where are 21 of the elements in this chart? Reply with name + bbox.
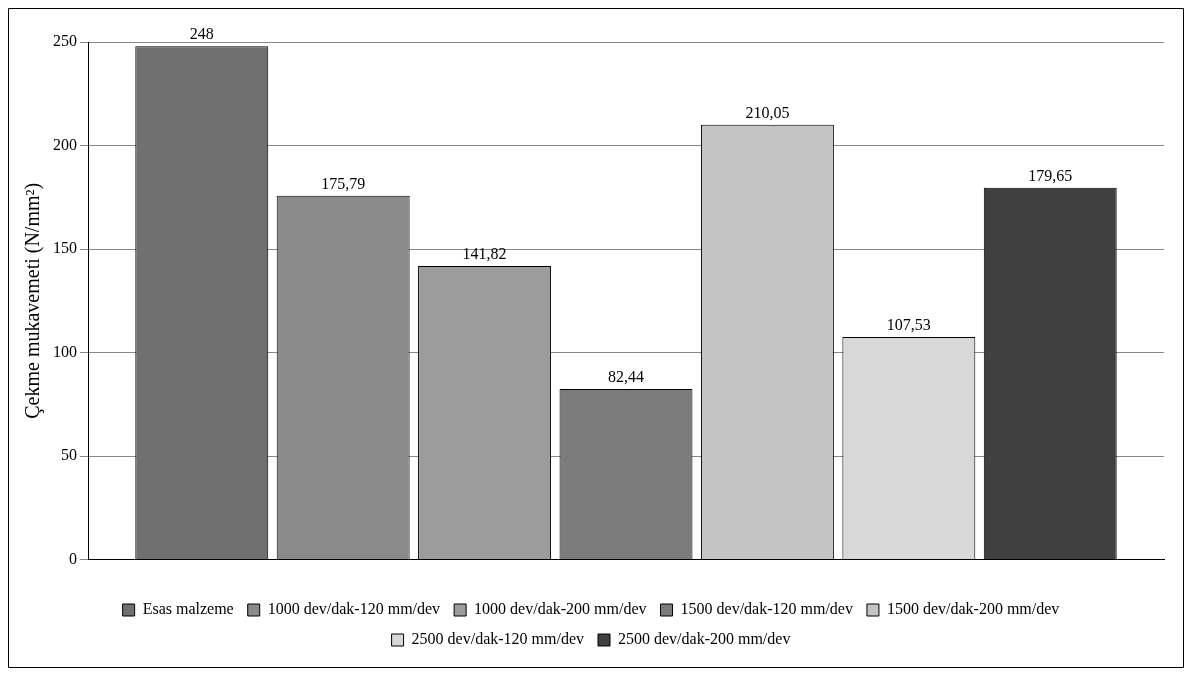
data-label: 179,65 xyxy=(1028,166,1073,184)
legend-label: 1500 dev/dak-120 mm/dev xyxy=(680,600,853,618)
y-tick-label: 250 xyxy=(53,32,77,50)
y-tick-label: 100 xyxy=(53,342,77,360)
legend-label: 1000 dev/dak-120 mm/dev xyxy=(267,600,441,618)
data-label: 141,82 xyxy=(462,245,507,263)
y-tick-label: 0 xyxy=(69,549,77,567)
y-axis-title: Çekme mukavemeti (N/mm²) xyxy=(21,182,45,419)
y-tick-label: 150 xyxy=(53,239,77,257)
data-label: 248 xyxy=(189,25,214,43)
data-label: 210,05 xyxy=(745,103,790,121)
data-label: 82,44 xyxy=(608,368,644,386)
legend-label: 1000 dev/dak-200 mm/dev xyxy=(474,600,647,618)
y-tick-label: 50 xyxy=(61,446,77,464)
y-tick-label: 200 xyxy=(53,135,77,153)
legend-label: 1500 dev/dak-200 mm/dev xyxy=(886,600,1060,618)
legend-label: 2500 dev/dak-200 mm/dev xyxy=(618,630,791,648)
data-label: 107,53 xyxy=(886,316,931,334)
legend-label: Esas malzeme xyxy=(142,600,234,618)
data-label: 175,79 xyxy=(321,174,366,192)
legend-label: 2500 dev/dak-120 mm/dev xyxy=(411,630,585,648)
